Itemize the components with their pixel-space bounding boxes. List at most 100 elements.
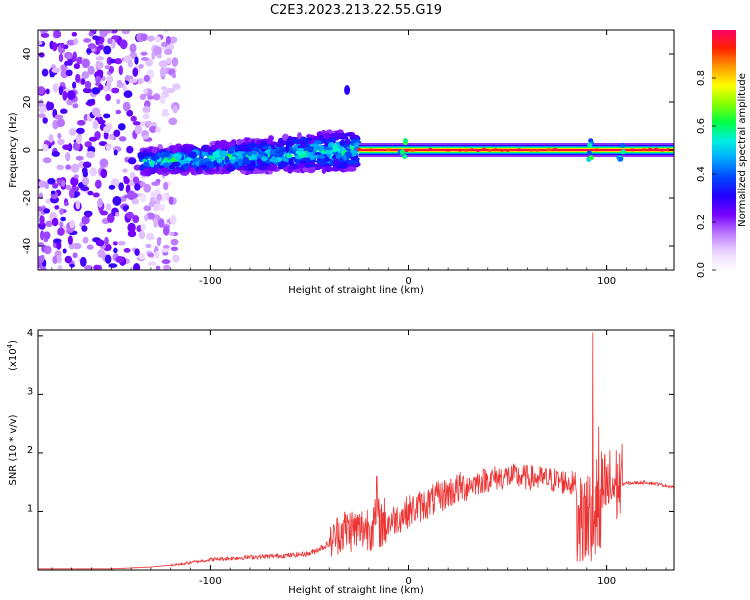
- spectrogram-cell: [315, 159, 325, 164]
- spectrogram-cell: [49, 71, 55, 78]
- spectrogram-cell: [143, 74, 150, 83]
- spectrogram-cell: [169, 231, 175, 237]
- spectrogram-cell: [100, 210, 108, 216]
- spectrogram-cell: [144, 120, 153, 126]
- snr-series-line: [38, 332, 674, 570]
- spectrogram-cell: [96, 69, 104, 77]
- spectrogram-cell: [133, 263, 141, 270]
- spectrogram-cell: [349, 160, 359, 165]
- spectrogram-cell: [250, 150, 258, 155]
- spectrogram-cell: [161, 259, 171, 265]
- y-tick-label: 2: [27, 445, 33, 456]
- spectrogram-cell: [87, 65, 95, 76]
- spectrogram-cell: [118, 182, 124, 191]
- spectrogram-cell: [306, 137, 313, 142]
- spectrogram-cell: [161, 85, 168, 91]
- spectrogram-cell: [170, 161, 181, 167]
- spectrogram-cell: [458, 148, 462, 152]
- spectrogram-cell: [344, 138, 351, 145]
- spectrogram-cell: [295, 150, 305, 155]
- spectrogram-cell: [67, 235, 73, 245]
- spectrogram-cell: [121, 30, 130, 35]
- spectrogram-cell: [38, 106, 47, 114]
- spectrogram-cell: [240, 145, 245, 151]
- spectrogram-cell: [158, 60, 168, 69]
- y-tick-label: -40: [22, 238, 33, 254]
- spectrogram-cell: [324, 167, 334, 172]
- spectrogram-cell: [169, 37, 177, 44]
- spectrogram-cell: [56, 164, 64, 171]
- spectrogram-cell: [40, 32, 50, 38]
- spectrogram-cell: [59, 207, 64, 216]
- spectrogram-cell: [140, 56, 150, 62]
- spectrogram-cell: [62, 248, 67, 254]
- snr-ylabel: SNR (10 * v/v): [8, 414, 19, 485]
- spectrogram-cell: [139, 181, 146, 187]
- spectrogram-cell: [160, 248, 170, 253]
- spectrogram-cell: [139, 193, 147, 203]
- spectrogram-cell: [81, 215, 90, 225]
- spectrogram-cell: [332, 155, 337, 160]
- spectrogram-cell: [201, 151, 206, 157]
- spectrogram-cell: [142, 168, 150, 176]
- spectrogram-cell: [464, 148, 468, 152]
- spectrogram-cell: [349, 134, 359, 139]
- snr-scale-close: ): [8, 340, 19, 344]
- spectrogram-cell: [283, 157, 289, 163]
- spectrogram-cell: [163, 181, 169, 191]
- spectrogram-cell: [69, 263, 75, 268]
- snr-panel: -100 0 100 1 2 3 4 Height of straight line (km…: [6, 328, 675, 596]
- colorbar-tick-label: 0.4: [696, 166, 707, 182]
- spectrogram-cell: [134, 56, 139, 65]
- spectrogram-cell: [139, 93, 147, 101]
- spectrogram-cell: [87, 99, 95, 104]
- spectrogram-cell: [59, 221, 64, 228]
- spectrogram-cell: [38, 261, 43, 268]
- y-tick-label: 4: [27, 328, 33, 339]
- spectrogram-cell: [42, 157, 52, 164]
- spectrogram-cell: [130, 115, 137, 122]
- spectrogram-cell: [84, 141, 92, 148]
- spectrogram-cell: [95, 239, 105, 247]
- spectrogram-cell: [140, 223, 146, 232]
- spectrogram-cell: [261, 140, 267, 147]
- spectrogram-cell: [96, 119, 106, 124]
- spectrogram-cell: [65, 184, 72, 190]
- snr-xlabel: Height of straight line (km): [288, 585, 424, 596]
- spectrogram-cell: [329, 133, 339, 138]
- x-tick-label: 100: [597, 276, 616, 287]
- spectrogram-cell: [212, 151, 222, 158]
- spectrogram-cell: [80, 186, 90, 192]
- spectrogram-cell: [81, 58, 91, 69]
- spectrogram-cell: [42, 117, 48, 124]
- spectrogram-cell: [266, 139, 273, 145]
- spectrogram-cell: [171, 57, 179, 67]
- spectrogram-cell: [344, 85, 351, 95]
- spectrogram-cell: [587, 142, 593, 148]
- spectrogram-cell: [261, 156, 268, 162]
- spectrogram-cell: [43, 208, 51, 214]
- spectrogram-cell: [493, 148, 498, 152]
- spectrogram-cell: [136, 77, 144, 85]
- spectrogram-cell: [107, 38, 113, 45]
- spectrogram-cell: [285, 154, 293, 159]
- spectrogram-cell: [122, 84, 127, 92]
- spectrogram-cell: [60, 64, 68, 72]
- spectrogram-cell: [82, 87, 92, 94]
- spectrogram-cell: [159, 67, 167, 77]
- spectrogram-cell: [155, 265, 161, 270]
- spectrogram-cell: [123, 90, 133, 99]
- spectrogram-cell: [150, 191, 155, 198]
- spectrogram-cell: [66, 54, 71, 60]
- spectrogram-cell: [168, 117, 178, 126]
- spectrogram-cell: [86, 48, 93, 54]
- y-tick-label: 0: [22, 147, 33, 153]
- spectrogram-cell: [226, 165, 236, 172]
- spectrogram-cell: [247, 142, 257, 150]
- spectrogram-cell: [82, 236, 89, 244]
- spectrogram-cell: [122, 168, 128, 173]
- spectrogram-cell: [52, 182, 59, 189]
- spectrogram-cell: [586, 150, 592, 156]
- spectrogram-cell: [269, 149, 280, 156]
- spectrogram-cell: [191, 158, 199, 163]
